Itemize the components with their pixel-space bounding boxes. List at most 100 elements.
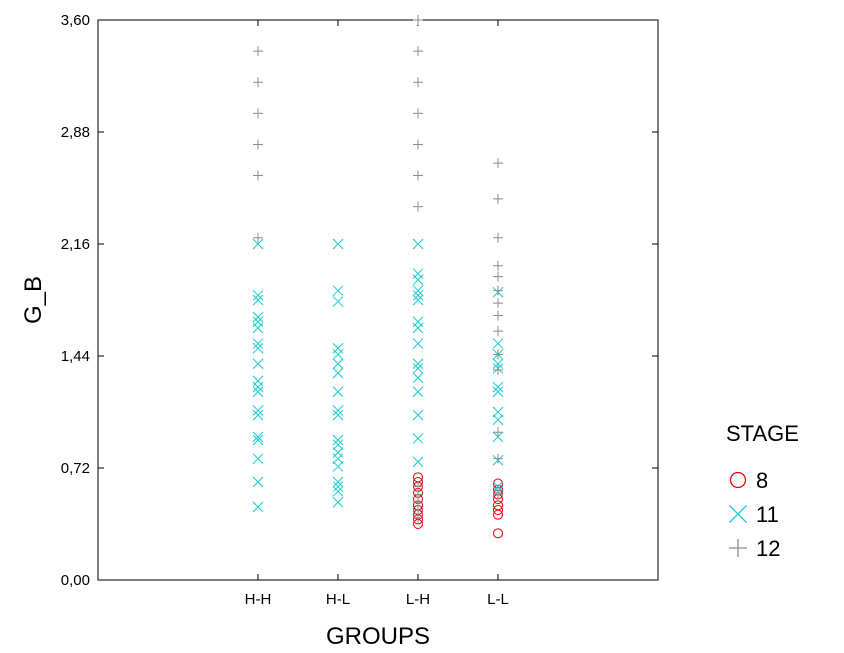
point-stage-12 bbox=[493, 453, 503, 464]
legend-marker bbox=[729, 505, 747, 523]
point-stage-11 bbox=[252, 322, 264, 334]
point-stage-11 bbox=[332, 496, 344, 508]
legend-marker bbox=[729, 471, 747, 489]
point-stage-12 bbox=[493, 271, 503, 282]
point-stage-12 bbox=[413, 46, 423, 57]
legend: STAGE 8 11 12 bbox=[726, 421, 799, 561]
x-tick-label: L-H bbox=[406, 591, 430, 608]
point-stage-11 bbox=[252, 289, 264, 301]
x-axis-title: GROUPS bbox=[326, 623, 430, 650]
point-stage-11 bbox=[252, 358, 264, 370]
point-stage-11 bbox=[252, 294, 264, 306]
point-stage-12 bbox=[493, 232, 503, 243]
point-stage-11 bbox=[412, 372, 424, 384]
point-stage-11 bbox=[252, 311, 264, 323]
point-stage-11 bbox=[252, 338, 264, 349]
point-stage-11 bbox=[332, 349, 344, 360]
y-axis-title: G_B bbox=[20, 276, 47, 324]
point-stage-11 bbox=[492, 358, 504, 370]
point-stage-11 bbox=[332, 485, 344, 497]
legend-title: STAGE bbox=[726, 421, 799, 446]
point-stage-11 bbox=[412, 316, 424, 328]
point-stage-12 bbox=[493, 427, 503, 438]
point-stage-11 bbox=[492, 406, 504, 418]
point-stage-11 bbox=[332, 439, 344, 451]
point-stage-12 bbox=[253, 232, 263, 243]
point-stage-11 bbox=[412, 386, 424, 398]
point-stage-11 bbox=[412, 409, 424, 421]
point-stage-12 bbox=[253, 139, 263, 150]
point-stage-11 bbox=[412, 289, 424, 301]
point-stage-8 bbox=[493, 528, 503, 539]
point-stage-11 bbox=[252, 431, 264, 443]
point-stage-12 bbox=[413, 139, 423, 150]
y-tick-label: 2,16 bbox=[61, 236, 90, 253]
point-stage-11 bbox=[332, 386, 344, 398]
point-stage-11 bbox=[332, 461, 344, 472]
point-stage-11 bbox=[492, 481, 504, 493]
point-stage-11 bbox=[252, 434, 264, 446]
point-stage-11 bbox=[252, 342, 264, 354]
legend-label: 11 bbox=[756, 502, 779, 527]
point-stage-8 bbox=[493, 478, 503, 489]
point-stage-11 bbox=[252, 405, 264, 416]
point-stage-12 bbox=[253, 170, 263, 181]
point-stage-12 bbox=[413, 108, 423, 119]
point-stage-12 bbox=[413, 15, 423, 25]
point-stage-12 bbox=[493, 193, 503, 204]
point-stage-12 bbox=[413, 77, 423, 88]
point-stage-12 bbox=[493, 285, 503, 296]
point-stage-11 bbox=[252, 386, 264, 398]
point-stage-11 bbox=[412, 285, 424, 297]
point-stage-11 bbox=[332, 434, 344, 446]
point-stage-11 bbox=[332, 367, 344, 379]
point-stage-11 bbox=[332, 296, 344, 307]
point-stage-11 bbox=[412, 338, 424, 349]
point-stage-11 bbox=[332, 476, 344, 488]
point-stage-11 bbox=[492, 386, 504, 398]
point-stage-11 bbox=[412, 294, 424, 306]
legend-label: 8 bbox=[756, 468, 768, 493]
point-stage-12 bbox=[253, 77, 263, 88]
point-stage-12 bbox=[413, 481, 423, 492]
point-stage-11 bbox=[252, 409, 264, 421]
point-stage-11 bbox=[412, 268, 424, 279]
plot-frame bbox=[97, 19, 659, 581]
point-stage-11 bbox=[332, 481, 344, 493]
point-stage-11 bbox=[332, 409, 344, 421]
point-stage-12 bbox=[493, 326, 503, 337]
point-stage-12 bbox=[493, 298, 503, 309]
point-stage-11 bbox=[252, 375, 264, 387]
point-stage-11 bbox=[252, 238, 264, 250]
point-stage-11 bbox=[412, 433, 424, 444]
point-stage-11 bbox=[332, 453, 344, 465]
point-stage-11 bbox=[412, 456, 424, 468]
point-stage-11 bbox=[412, 358, 424, 370]
point-stage-11 bbox=[332, 285, 344, 297]
point-stage-11 bbox=[492, 381, 504, 393]
y-tick-label: 2,88 bbox=[61, 124, 90, 141]
y-tick-label: 3,60 bbox=[61, 12, 90, 29]
x-tick-label: L-L bbox=[487, 591, 509, 608]
point-stage-8 bbox=[493, 500, 503, 511]
x-tick-label: H-H bbox=[245, 591, 272, 608]
point-stage-11 bbox=[252, 501, 264, 513]
point-stage-11 bbox=[412, 274, 424, 286]
point-stage-12 bbox=[493, 158, 503, 169]
point-stage-11 bbox=[332, 447, 344, 458]
point-stage-12 bbox=[493, 260, 503, 271]
legend-label: 12 bbox=[756, 536, 780, 561]
y-tick-label: 0,72 bbox=[61, 460, 90, 477]
point-stage-11 bbox=[252, 453, 264, 465]
point-stage-11 bbox=[492, 414, 504, 426]
point-stage-12 bbox=[493, 310, 503, 321]
point-stage-12 bbox=[493, 349, 503, 360]
y-tick-label: 0,00 bbox=[61, 572, 90, 589]
y-axis-ticks: 0,00 0,72 1,44 2,16 2,88 3,60 bbox=[61, 12, 658, 589]
point-stage-11 bbox=[412, 363, 424, 374]
x-tick-label: H-L bbox=[326, 591, 350, 608]
point-stage-11 bbox=[412, 322, 424, 334]
x-axis-ticks: H-H H-L L-H L-L bbox=[245, 20, 509, 608]
point-stage-11 bbox=[332, 358, 344, 370]
